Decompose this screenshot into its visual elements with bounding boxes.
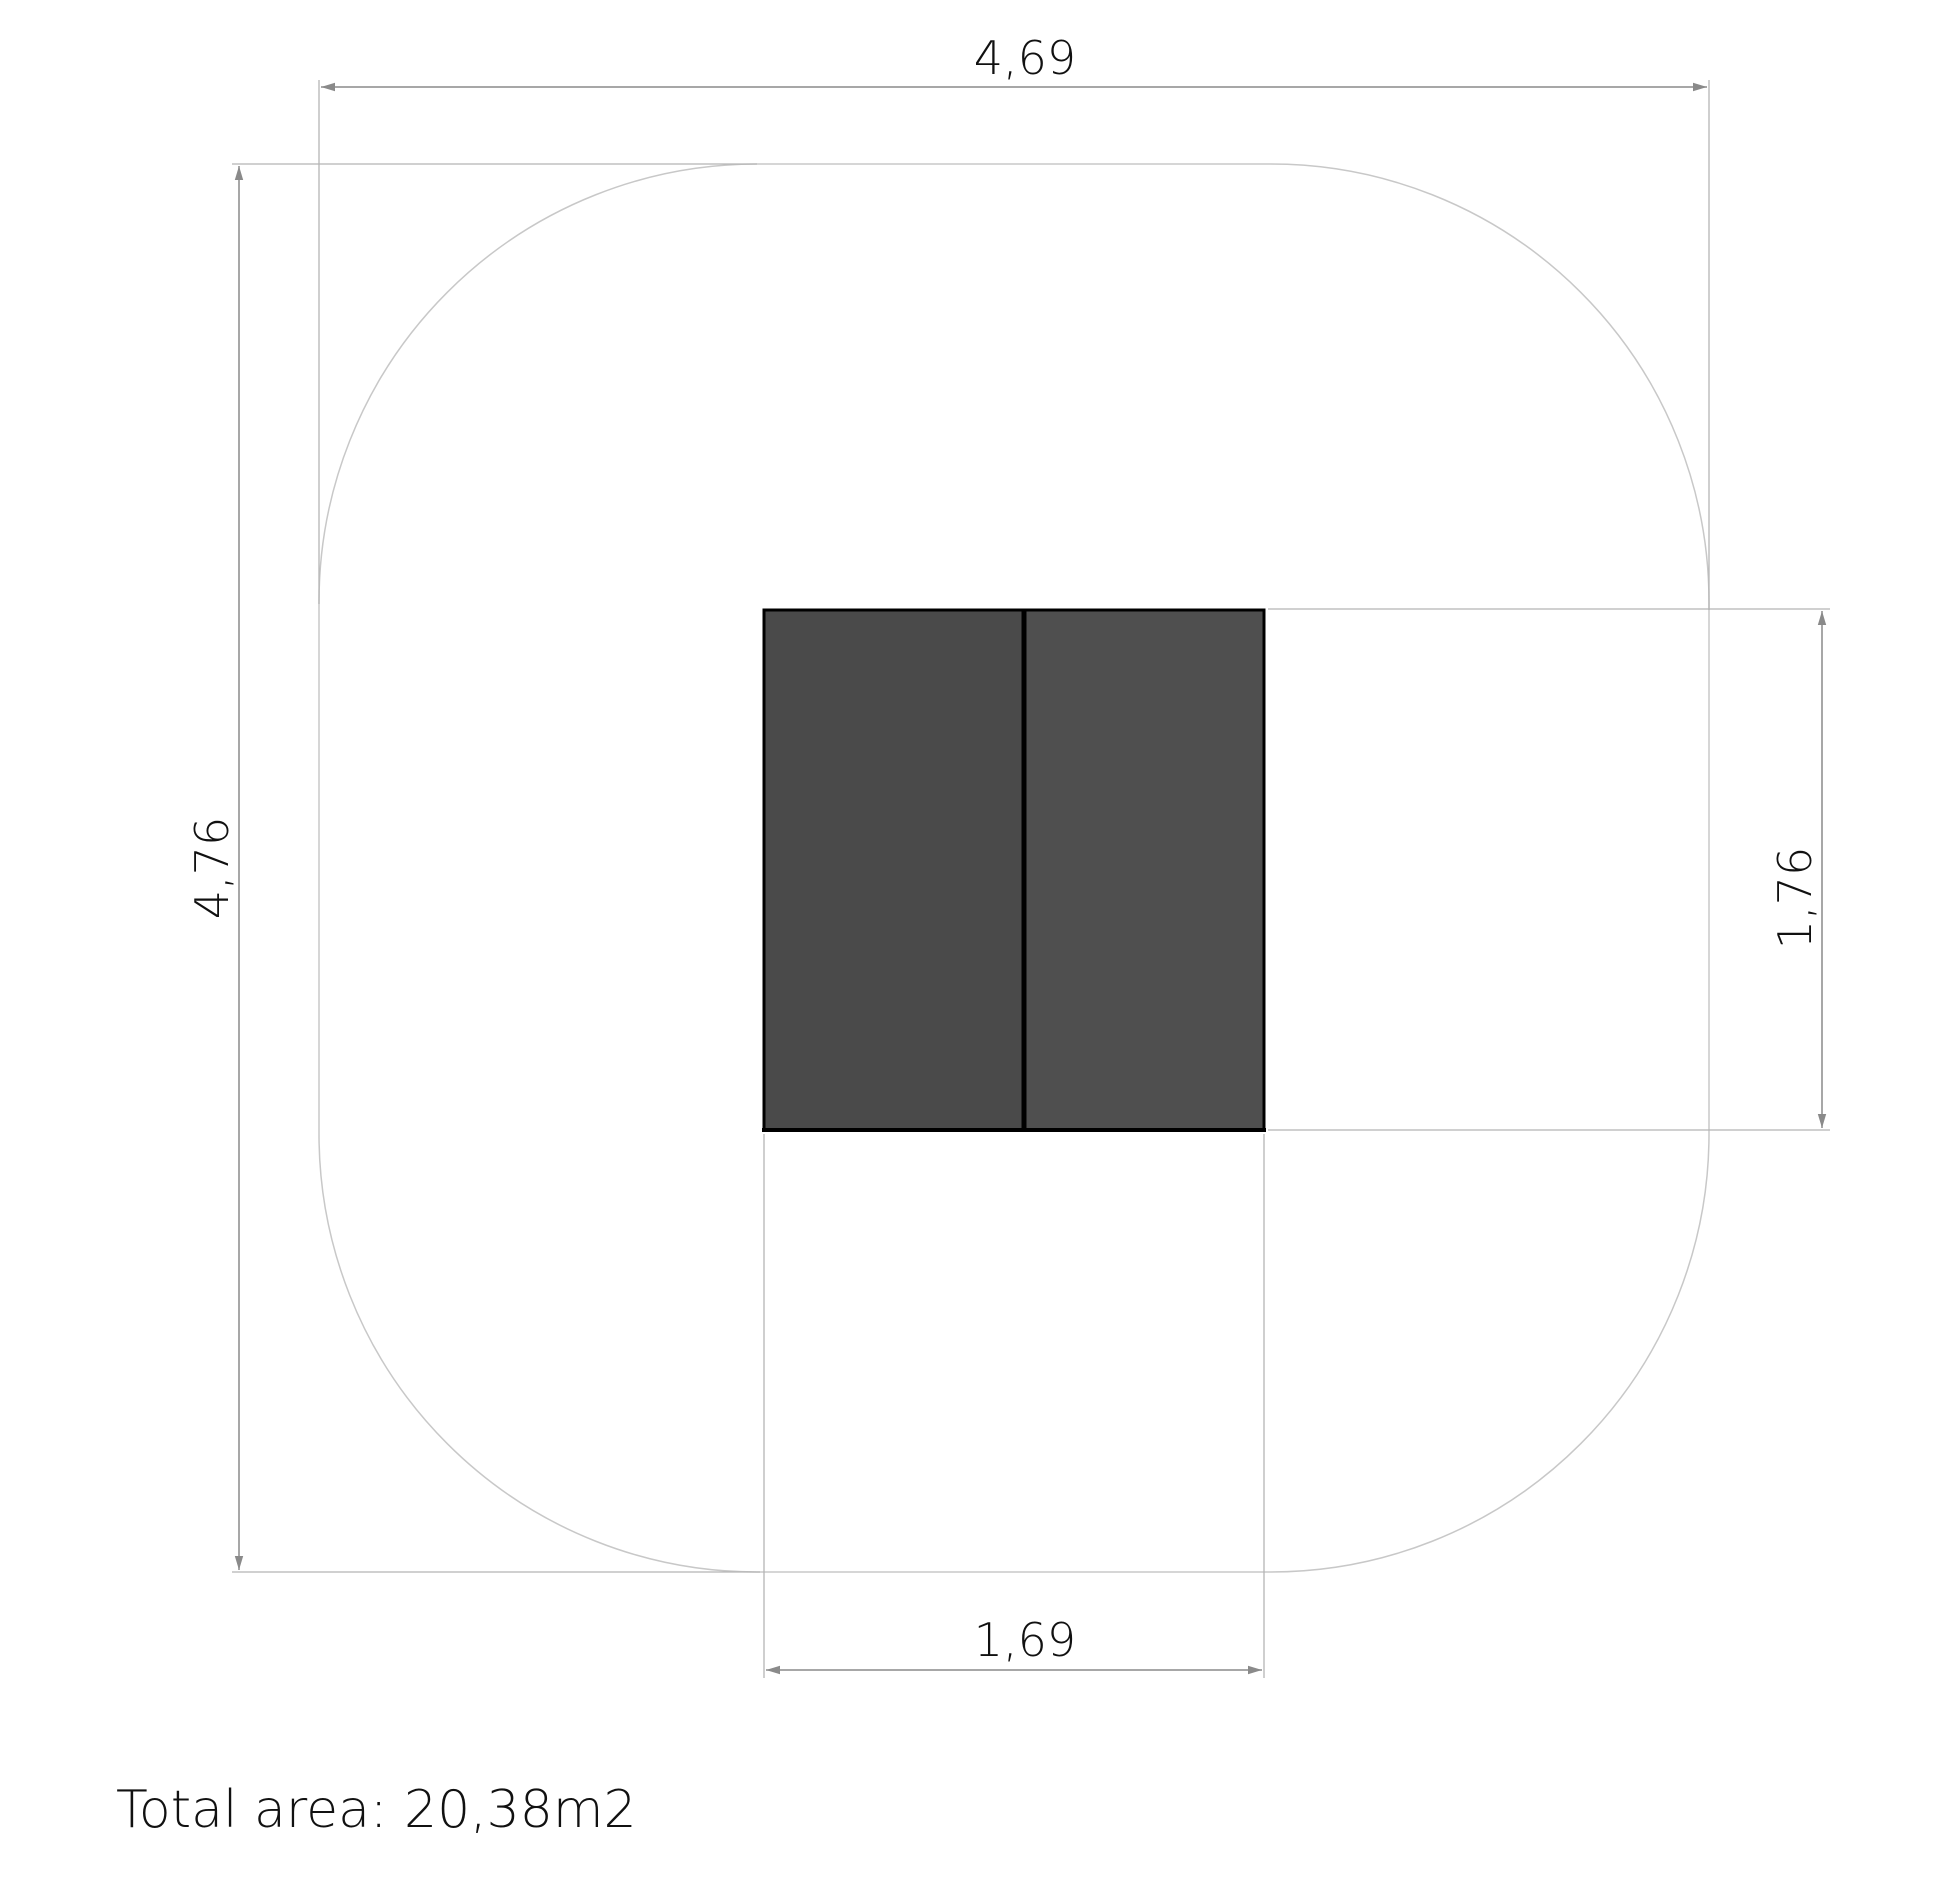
equipment-unit <box>762 608 1266 1132</box>
overall-height-label: 4,76 <box>185 817 239 919</box>
overall-width-label: 4,69 <box>974 31 1076 85</box>
unit-panel-right <box>1024 610 1264 1130</box>
safety-zone-outline <box>318 163 1710 1573</box>
total-area-label: Total area: 20,38m2 <box>116 1780 637 1840</box>
extension-lines <box>232 80 1830 1678</box>
unit-height-label: 1,76 <box>1768 847 1822 949</box>
unit-width-label: 1,69 <box>974 1613 1076 1667</box>
unit-panel-left <box>764 610 1024 1130</box>
